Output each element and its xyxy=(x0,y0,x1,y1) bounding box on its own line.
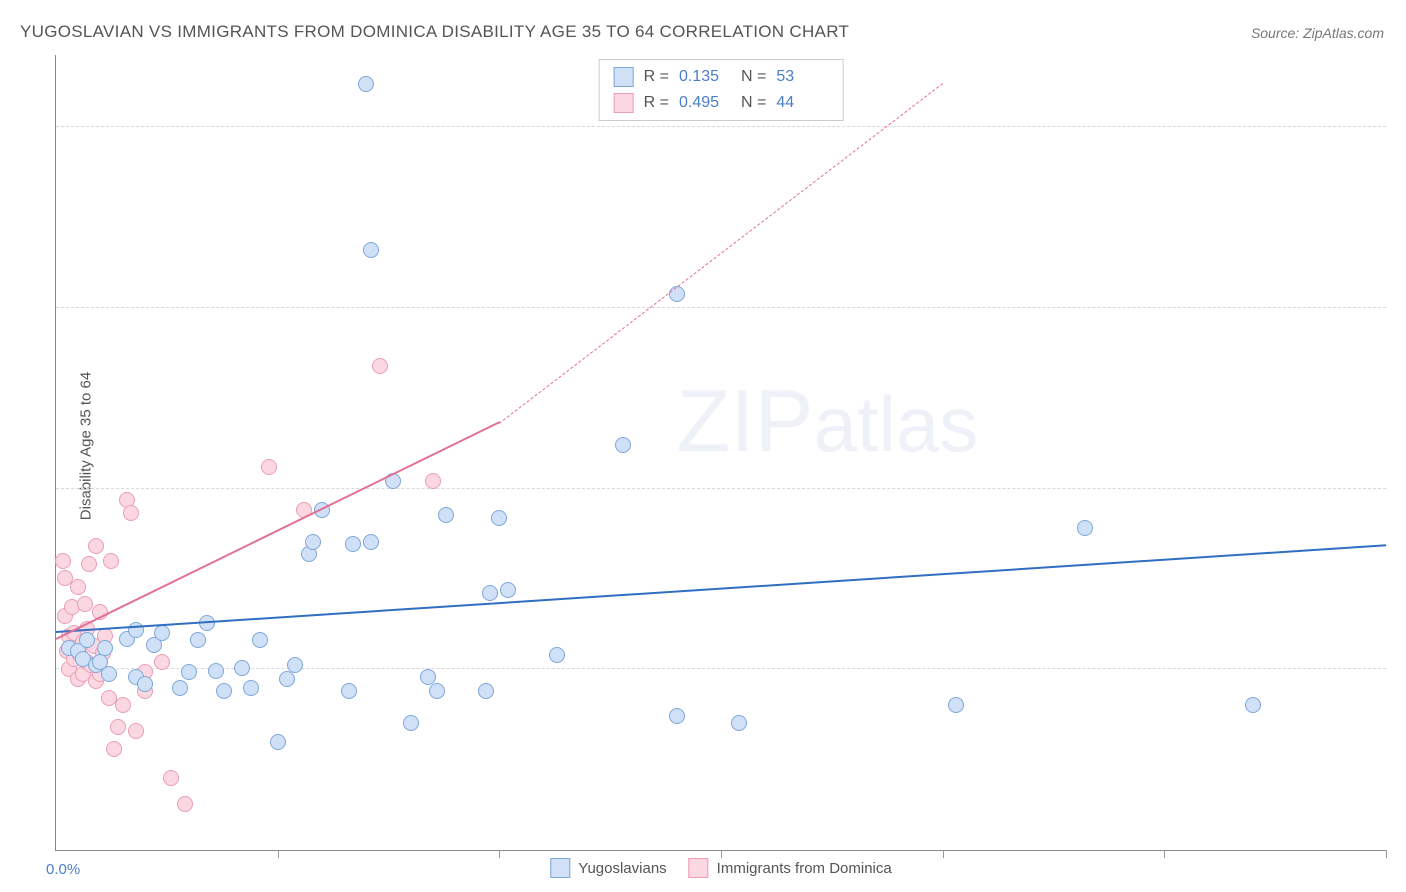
swatch-series2b xyxy=(689,858,709,878)
r-value-series1: 0.135 xyxy=(679,68,731,86)
legend-series: Yugoslavians Immigrants from Dominica xyxy=(550,858,891,878)
data-point xyxy=(948,697,964,713)
data-point xyxy=(363,242,379,258)
data-point xyxy=(243,680,259,696)
legend-correlation: R = 0.135 N = 53 R = 0.495 N = 44 xyxy=(599,59,844,121)
data-point xyxy=(208,663,224,679)
data-point xyxy=(181,664,197,680)
x-axis-origin-label: 0.0% xyxy=(46,861,80,878)
data-point xyxy=(305,534,321,550)
data-point xyxy=(154,654,170,670)
trend-line xyxy=(499,83,943,423)
data-point xyxy=(252,632,268,648)
data-point xyxy=(372,358,388,374)
data-point xyxy=(287,657,303,673)
data-point xyxy=(345,536,361,552)
n-label: N = xyxy=(741,68,766,86)
data-point xyxy=(429,683,445,699)
data-point xyxy=(261,459,277,475)
data-point xyxy=(79,632,95,648)
data-point xyxy=(1077,520,1093,536)
data-point xyxy=(55,553,71,569)
watermark: ZIPatlas xyxy=(677,370,979,472)
data-point xyxy=(279,671,295,687)
n-value-series2: 44 xyxy=(776,94,828,112)
data-point xyxy=(115,697,131,713)
data-point xyxy=(438,507,454,523)
x-tick xyxy=(278,850,279,858)
data-point xyxy=(216,683,232,699)
legend-item-series2: Immigrants from Dominica xyxy=(689,858,892,878)
swatch-series2 xyxy=(614,93,634,113)
gridline xyxy=(56,307,1386,308)
x-tick xyxy=(721,850,722,858)
data-point xyxy=(1245,697,1261,713)
trend-line xyxy=(56,544,1386,633)
r-label: R = xyxy=(644,94,669,112)
data-point xyxy=(81,556,97,572)
data-point xyxy=(491,510,507,526)
data-point xyxy=(482,585,498,601)
data-point xyxy=(615,437,631,453)
source-label: Source: ZipAtlas.com xyxy=(1251,25,1384,41)
legend-row-series1: R = 0.135 N = 53 xyxy=(614,64,829,90)
data-point xyxy=(341,683,357,699)
data-point xyxy=(97,640,113,656)
data-point xyxy=(234,660,250,676)
data-point xyxy=(110,719,126,735)
data-point xyxy=(270,734,286,750)
data-point xyxy=(363,534,379,550)
data-point xyxy=(358,76,374,92)
data-point xyxy=(154,625,170,641)
data-point xyxy=(549,647,565,663)
data-point xyxy=(478,683,494,699)
data-point xyxy=(128,723,144,739)
plot-area: ZIPatlas R = 0.135 N = 53 R = 0.495 N = … xyxy=(55,55,1386,851)
gridline xyxy=(56,126,1386,127)
x-tick xyxy=(499,850,500,858)
data-point xyxy=(163,770,179,786)
r-value-series2: 0.495 xyxy=(679,94,731,112)
data-point xyxy=(77,596,93,612)
swatch-series1b xyxy=(550,858,570,878)
swatch-series1 xyxy=(614,67,634,87)
x-tick xyxy=(943,850,944,858)
chart-container: YUGOSLAVIAN VS IMMIGRANTS FROM DOMINICA … xyxy=(0,0,1406,892)
data-point xyxy=(123,505,139,521)
data-point xyxy=(88,538,104,554)
data-point xyxy=(70,579,86,595)
data-point xyxy=(190,632,206,648)
data-point xyxy=(500,582,516,598)
data-point xyxy=(106,741,122,757)
data-point xyxy=(101,666,117,682)
x-tick xyxy=(1164,850,1165,858)
n-label: N = xyxy=(741,94,766,112)
n-value-series1: 53 xyxy=(776,68,828,86)
data-point xyxy=(177,796,193,812)
data-point xyxy=(103,553,119,569)
r-label: R = xyxy=(644,68,669,86)
gridline xyxy=(56,668,1386,669)
data-point xyxy=(172,680,188,696)
legend-label-series1: Yugoslavians xyxy=(578,860,666,877)
legend-label-series2: Immigrants from Dominica xyxy=(717,860,892,877)
data-point xyxy=(403,715,419,731)
data-point xyxy=(669,708,685,724)
legend-item-series1: Yugoslavians xyxy=(550,858,666,878)
data-point xyxy=(420,669,436,685)
x-tick xyxy=(1386,850,1387,858)
data-point xyxy=(731,715,747,731)
data-point xyxy=(137,676,153,692)
data-point xyxy=(425,473,441,489)
gridline xyxy=(56,488,1386,489)
chart-title: YUGOSLAVIAN VS IMMIGRANTS FROM DOMINICA … xyxy=(20,22,849,42)
legend-row-series2: R = 0.495 N = 44 xyxy=(614,90,829,116)
